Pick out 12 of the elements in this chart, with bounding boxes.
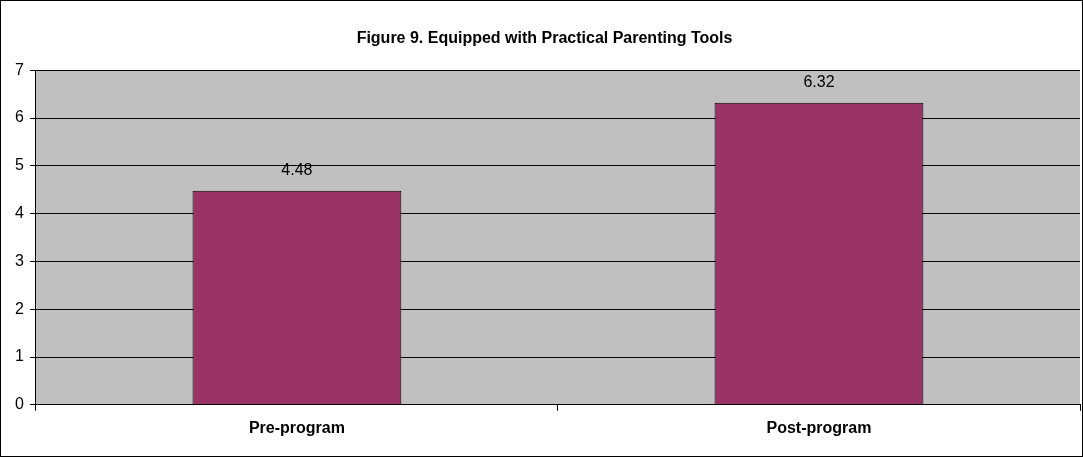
y-tick-label: 4 <box>14 204 24 222</box>
y-tick-label: 6 <box>14 108 24 126</box>
y-tick-label: 7 <box>14 60 24 78</box>
chart-title: Figure 9. Equipped with Practical Parenting Tools <box>356 29 733 47</box>
x-tick-label: Pre-program <box>248 418 345 436</box>
y-tick-label: 1 <box>14 347 24 365</box>
x-tick-label: Post-program <box>766 418 872 436</box>
y-tick-label: 3 <box>14 251 24 269</box>
y-tick-label: 2 <box>14 299 24 317</box>
y-tick-label: 5 <box>14 156 24 174</box>
y-tick-label: 0 <box>14 395 24 413</box>
data-label: 6.32 <box>803 73 835 91</box>
